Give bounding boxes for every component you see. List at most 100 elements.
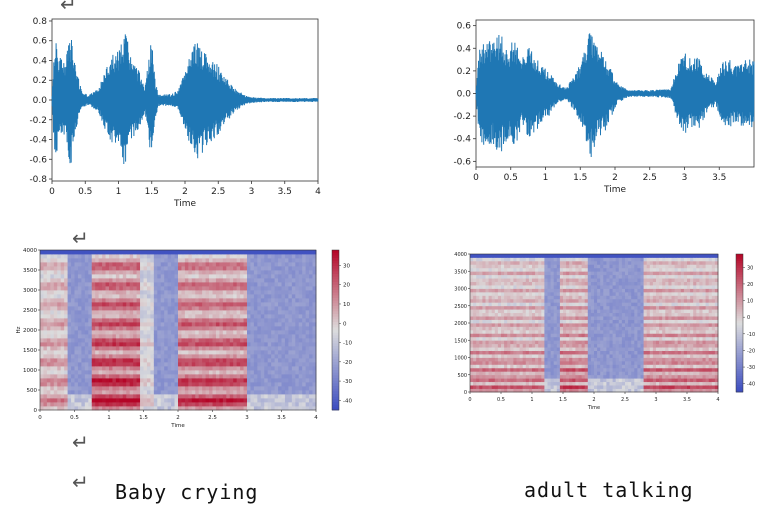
spectrogram-cell xyxy=(491,323,496,327)
spectrogram-cell xyxy=(538,281,542,286)
spectrogram-cell xyxy=(219,318,224,323)
spectrogram-cell xyxy=(525,274,530,279)
spectrogram-cell xyxy=(295,262,300,267)
spectrogram-cell xyxy=(109,386,113,391)
spectrogram-cell xyxy=(479,367,483,372)
spectrogram-cell xyxy=(274,398,279,403)
spectrogram-cell xyxy=(53,374,58,379)
spectrogram-cell xyxy=(50,402,55,407)
spectrogram-cell xyxy=(146,266,151,271)
waveform-adult-chart: 0 0.5 1 1.5 2 2.5 3 3.5 0.6 0.4 0.2 0.0 -0.2 -0.4 -0.6… xyxy=(440,8,760,207)
spectrogram-cell xyxy=(587,374,592,379)
spectrogram-cell xyxy=(563,264,567,269)
spectrogram-cell xyxy=(547,350,551,355)
spectrogram-cell xyxy=(587,254,592,258)
spectrogram-cell xyxy=(528,302,533,307)
spectrogram-cell xyxy=(150,390,155,395)
spectrogram-cell xyxy=(219,342,224,347)
spectrogram-cell xyxy=(516,295,520,300)
spectrogram-cell xyxy=(105,286,110,291)
spectrogram-cell xyxy=(157,318,162,323)
spectrogram-cell xyxy=(305,278,310,283)
spectrogram-cell xyxy=(264,310,269,315)
spectrogram-cell xyxy=(91,398,96,403)
spectrogram-cell xyxy=(581,285,586,289)
spectrogram-cell xyxy=(81,250,86,255)
spectrogram-cell xyxy=(522,319,527,324)
spectrogram-cell xyxy=(510,295,514,300)
spectrogram-cell xyxy=(67,402,72,407)
spectrogram-cell xyxy=(291,302,296,307)
spectrogram-cell xyxy=(140,314,144,319)
spectrogram-cell xyxy=(522,323,527,327)
spectrogram-cell xyxy=(274,362,279,367)
spectrogram-cell xyxy=(553,316,558,320)
spectrogram-cell xyxy=(257,366,262,371)
spectrogram-cell xyxy=(57,346,62,351)
spectrogram-cell xyxy=(578,326,582,331)
spectrogram-cell xyxy=(40,358,44,363)
spectrogram-cell xyxy=(102,334,106,339)
spectrogram-cell xyxy=(550,364,555,369)
spectrogram-cell xyxy=(535,254,539,258)
spectrogram-cell xyxy=(195,358,200,363)
spectrogram-cell xyxy=(126,302,131,307)
spectrogram-cell xyxy=(516,381,520,386)
spectrogram-cell xyxy=(109,262,113,267)
spectrogram-cell xyxy=(541,347,545,351)
spectrogram-cell xyxy=(538,329,542,334)
y-tick-label: -0.2 xyxy=(453,112,471,122)
spectrogram-cell xyxy=(288,274,293,279)
spectrogram-cell xyxy=(291,366,296,371)
spectrogram-cell xyxy=(516,364,520,369)
spectrogram-cell xyxy=(572,278,576,282)
spectrogram-cell xyxy=(171,282,175,287)
spectrogram-cell xyxy=(157,298,162,303)
spectrogram-cell xyxy=(491,354,496,358)
spectrogram-cell xyxy=(109,394,113,399)
spectrogram-cell xyxy=(559,388,564,393)
spectrogram-cell xyxy=(195,350,200,355)
spectrogram-cell xyxy=(215,354,220,359)
spectrogram-cell xyxy=(519,281,524,286)
spectrogram-cell xyxy=(233,314,238,319)
spectrogram-cell xyxy=(532,257,536,262)
spectrogram-cell xyxy=(559,288,564,293)
spectrogram-cell xyxy=(215,362,220,367)
spectrogram-cell xyxy=(513,323,517,327)
spectrogram-cell xyxy=(60,362,65,367)
spectrogram-cell xyxy=(476,326,480,331)
spectrogram-cell xyxy=(184,362,189,367)
spectrogram-cell xyxy=(150,366,155,371)
spectrogram-cell xyxy=(122,286,127,291)
spectrogram-cell xyxy=(309,310,313,315)
colorbar-cell xyxy=(332,298,339,302)
spectrogram-cell xyxy=(109,382,113,387)
spectrogram-cell xyxy=(53,314,58,319)
spectrogram-cell xyxy=(222,254,227,259)
spectrogram-cell xyxy=(587,302,592,307)
spectrogram-cell xyxy=(578,388,582,393)
spectrogram-cell xyxy=(236,402,241,407)
spectrogram-cell xyxy=(198,330,203,335)
spectrogram-cell xyxy=(81,262,86,267)
spectrogram-cell xyxy=(133,306,137,311)
spectrogram-cell xyxy=(587,278,592,282)
spectrogram-cell xyxy=(563,295,567,300)
spectrogram-cell xyxy=(229,370,234,375)
spectrogram-cell xyxy=(587,381,592,386)
spectrogram-cell xyxy=(541,374,545,379)
spectrogram-cell xyxy=(126,262,131,267)
spectrogram-cell xyxy=(233,334,238,339)
spectrogram-cell xyxy=(178,366,182,371)
x-tick-label: 0.5 xyxy=(504,173,518,183)
spectrogram-cell xyxy=(544,309,548,314)
spectrogram-cell xyxy=(67,334,72,339)
spectrogram-cell xyxy=(553,354,558,358)
spectrogram-cell xyxy=(64,294,68,299)
spectrogram-cell xyxy=(556,291,561,296)
spectrogram-cell xyxy=(53,334,58,339)
spectrogram-cell xyxy=(53,318,58,323)
spectrogram-cell xyxy=(513,336,517,341)
spectrogram-cell xyxy=(553,333,558,338)
